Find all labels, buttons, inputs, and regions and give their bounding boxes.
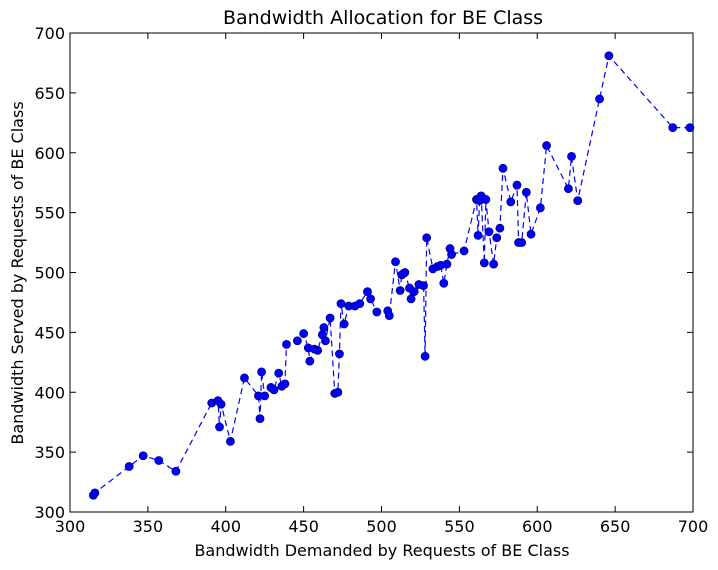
data-point xyxy=(512,180,522,190)
data-point xyxy=(299,329,309,338)
data-point xyxy=(573,196,583,206)
y-tick-label: 550 xyxy=(34,204,65,223)
chart-title: Bandwidth Allocation for BE Class xyxy=(223,7,543,29)
data-point xyxy=(363,287,372,297)
data-point xyxy=(372,307,382,317)
y-axis-label: Bandwidth Served by Requests of BE Class xyxy=(8,101,27,444)
data-point xyxy=(366,294,375,304)
data-point xyxy=(124,462,134,471)
data-point xyxy=(319,323,329,332)
data-point xyxy=(240,373,249,383)
data-point xyxy=(498,163,508,173)
x-tick-label: 400 xyxy=(210,517,241,536)
y-tick-label: 300 xyxy=(34,503,65,522)
data-point xyxy=(442,259,452,269)
data-point xyxy=(274,368,284,378)
y-tick-label: 400 xyxy=(34,383,65,402)
data-point xyxy=(521,187,531,197)
data-point xyxy=(355,299,365,309)
data-point xyxy=(422,233,432,243)
y-tick-label: 350 xyxy=(34,443,65,462)
data-point xyxy=(339,319,349,329)
data-point xyxy=(419,281,428,291)
x-tick-label: 300 xyxy=(55,517,86,536)
data-point xyxy=(668,123,678,133)
data-point xyxy=(269,385,279,395)
data-point xyxy=(280,379,290,389)
data-point xyxy=(420,351,430,361)
data-point xyxy=(171,466,181,476)
x-tick-label: 700 xyxy=(678,517,709,536)
data-point xyxy=(138,451,148,461)
y-tick-label: 600 xyxy=(34,144,65,163)
y-tick-label: 700 xyxy=(34,24,65,43)
x-axis-label: Bandwidth Demanded by Requests of BE Cla… xyxy=(194,541,569,560)
data-point xyxy=(391,257,400,267)
data-point xyxy=(255,414,265,423)
data-point xyxy=(604,51,614,61)
series-line xyxy=(92,54,690,496)
x-tick-label: 550 xyxy=(444,517,475,536)
data-point xyxy=(542,141,551,150)
plot-frame xyxy=(69,32,694,513)
data-point xyxy=(489,259,499,269)
y-tick-label: 500 xyxy=(34,264,65,283)
data-point xyxy=(506,197,516,207)
data-point xyxy=(333,387,343,397)
x-tick-label: 450 xyxy=(288,517,319,536)
y-tick-label: 650 xyxy=(34,84,65,103)
data-point xyxy=(321,336,330,346)
data-point xyxy=(484,227,494,237)
data-point xyxy=(479,258,489,268)
data-point xyxy=(564,184,573,194)
data-point xyxy=(495,223,505,233)
data-point xyxy=(335,349,344,359)
x-tick-label: 650 xyxy=(600,517,631,536)
data-point xyxy=(216,399,226,409)
data-point xyxy=(395,286,405,295)
data-point xyxy=(305,356,315,366)
data-point xyxy=(447,250,456,259)
data-point xyxy=(154,456,164,465)
data-point xyxy=(336,299,346,309)
data-points xyxy=(88,51,695,500)
y-tick-label: 450 xyxy=(34,323,65,342)
data-point xyxy=(406,294,416,304)
data-point xyxy=(260,391,270,401)
data-point xyxy=(325,313,335,323)
data-point xyxy=(535,203,545,213)
x-tick-label: 500 xyxy=(366,517,397,536)
data-point xyxy=(492,233,502,243)
data-point xyxy=(90,488,100,498)
data-point xyxy=(226,436,235,446)
data-point xyxy=(282,339,291,349)
data-point xyxy=(459,246,469,256)
data-point xyxy=(517,238,527,247)
x-tick-label: 350 xyxy=(133,517,164,536)
data-point xyxy=(400,268,410,277)
x-tick-label: 600 xyxy=(522,517,553,536)
data-point xyxy=(481,195,491,204)
data-point xyxy=(526,229,536,239)
axis-ticks: 300 350 400 450 500 550 600 650 700 300 350 400 450 5… xyxy=(34,24,708,536)
data-point xyxy=(384,311,394,321)
data-point xyxy=(439,278,449,288)
data-point xyxy=(257,367,266,377)
data-point xyxy=(215,422,224,432)
data-point xyxy=(409,287,419,297)
data-point xyxy=(567,151,576,161)
data-point xyxy=(473,230,483,240)
data-point xyxy=(685,123,695,133)
data-point xyxy=(313,345,323,355)
data-point xyxy=(595,94,604,104)
data-point xyxy=(292,336,302,346)
